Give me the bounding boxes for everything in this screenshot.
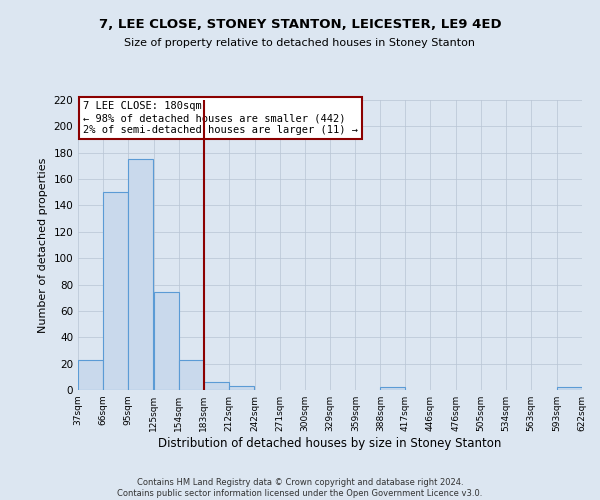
- Text: 7 LEE CLOSE: 180sqm
← 98% of detached houses are smaller (442)
2% of semi-detach: 7 LEE CLOSE: 180sqm ← 98% of detached ho…: [83, 102, 358, 134]
- Bar: [179, 360, 204, 390]
- Bar: [128, 160, 153, 390]
- X-axis label: Distribution of detached houses by size in Stoney Stanton: Distribution of detached houses by size …: [158, 437, 502, 450]
- Text: 7, LEE CLOSE, STONEY STANTON, LEICESTER, LE9 4ED: 7, LEE CLOSE, STONEY STANTON, LEICESTER,…: [98, 18, 502, 30]
- Bar: [154, 292, 179, 390]
- Bar: [229, 386, 254, 390]
- Bar: [78, 360, 103, 390]
- Bar: [380, 388, 406, 390]
- Bar: [204, 382, 229, 390]
- Text: Size of property relative to detached houses in Stoney Stanton: Size of property relative to detached ho…: [125, 38, 476, 48]
- Bar: [103, 192, 128, 390]
- Bar: [557, 388, 582, 390]
- Text: Contains HM Land Registry data © Crown copyright and database right 2024.
Contai: Contains HM Land Registry data © Crown c…: [118, 478, 482, 498]
- Y-axis label: Number of detached properties: Number of detached properties: [38, 158, 48, 332]
